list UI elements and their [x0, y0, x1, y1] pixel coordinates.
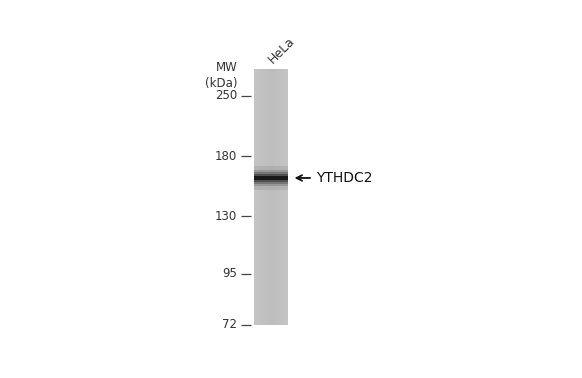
Text: 130: 130	[215, 210, 237, 223]
Bar	[276, 69, 277, 325]
Bar	[267, 69, 268, 325]
Bar	[254, 166, 288, 189]
Bar	[284, 69, 285, 325]
Bar	[260, 69, 261, 325]
Bar	[268, 69, 269, 325]
Text: 95: 95	[222, 267, 237, 280]
Bar	[266, 69, 267, 325]
Text: 250: 250	[215, 90, 237, 102]
Bar	[274, 69, 275, 325]
Text: (kDa): (kDa)	[205, 77, 237, 90]
Bar	[261, 69, 262, 325]
Bar	[255, 69, 256, 325]
Text: MW: MW	[215, 61, 237, 74]
Bar	[283, 69, 284, 325]
Bar	[285, 69, 286, 325]
Bar	[280, 69, 281, 325]
Bar	[254, 69, 255, 325]
Bar	[258, 69, 260, 325]
Text: 180: 180	[215, 150, 237, 163]
Text: 72: 72	[222, 318, 237, 331]
Bar	[278, 69, 279, 325]
Bar	[262, 69, 264, 325]
Text: YTHDC2: YTHDC2	[317, 171, 373, 185]
Text: HeLa: HeLa	[265, 34, 297, 66]
Bar	[279, 69, 280, 325]
Bar	[281, 69, 282, 325]
Bar	[272, 69, 273, 325]
Bar	[254, 172, 288, 184]
Bar	[271, 69, 272, 325]
Bar	[254, 176, 288, 180]
Bar	[257, 69, 258, 325]
Bar	[254, 69, 288, 325]
Bar	[277, 69, 278, 325]
Bar	[254, 170, 288, 186]
Bar	[265, 69, 266, 325]
Bar	[275, 69, 276, 325]
Bar	[269, 69, 271, 325]
Bar	[256, 69, 257, 325]
Bar	[264, 69, 265, 325]
Bar	[254, 174, 288, 182]
Bar	[286, 69, 288, 325]
Bar	[282, 69, 283, 325]
Bar	[273, 69, 274, 325]
